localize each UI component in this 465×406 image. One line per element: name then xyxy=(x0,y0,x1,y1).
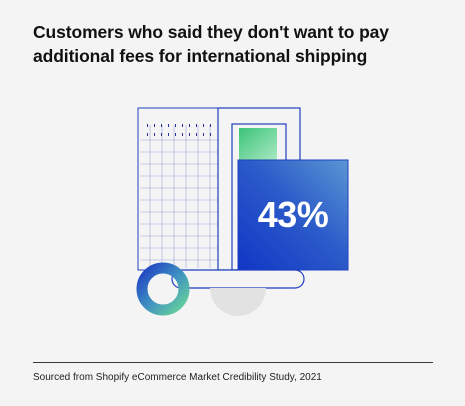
divider xyxy=(33,362,433,363)
page-title: Customers who said they don't want to pa… xyxy=(33,20,453,68)
title-line-1: Customers who said they don't want to pa… xyxy=(33,22,389,42)
stat-box xyxy=(237,159,349,271)
ring-wheel xyxy=(136,262,190,316)
wheel-icon xyxy=(210,288,266,316)
small-green-box xyxy=(239,128,277,160)
grid-pattern xyxy=(137,107,219,271)
cart-base xyxy=(171,269,305,289)
stat-value: 43% xyxy=(257,194,329,235)
title-line-2: additional fees for international shippi… xyxy=(33,46,368,66)
source-note: Sourced from Shopify eCommerce Market Cr… xyxy=(33,372,322,383)
